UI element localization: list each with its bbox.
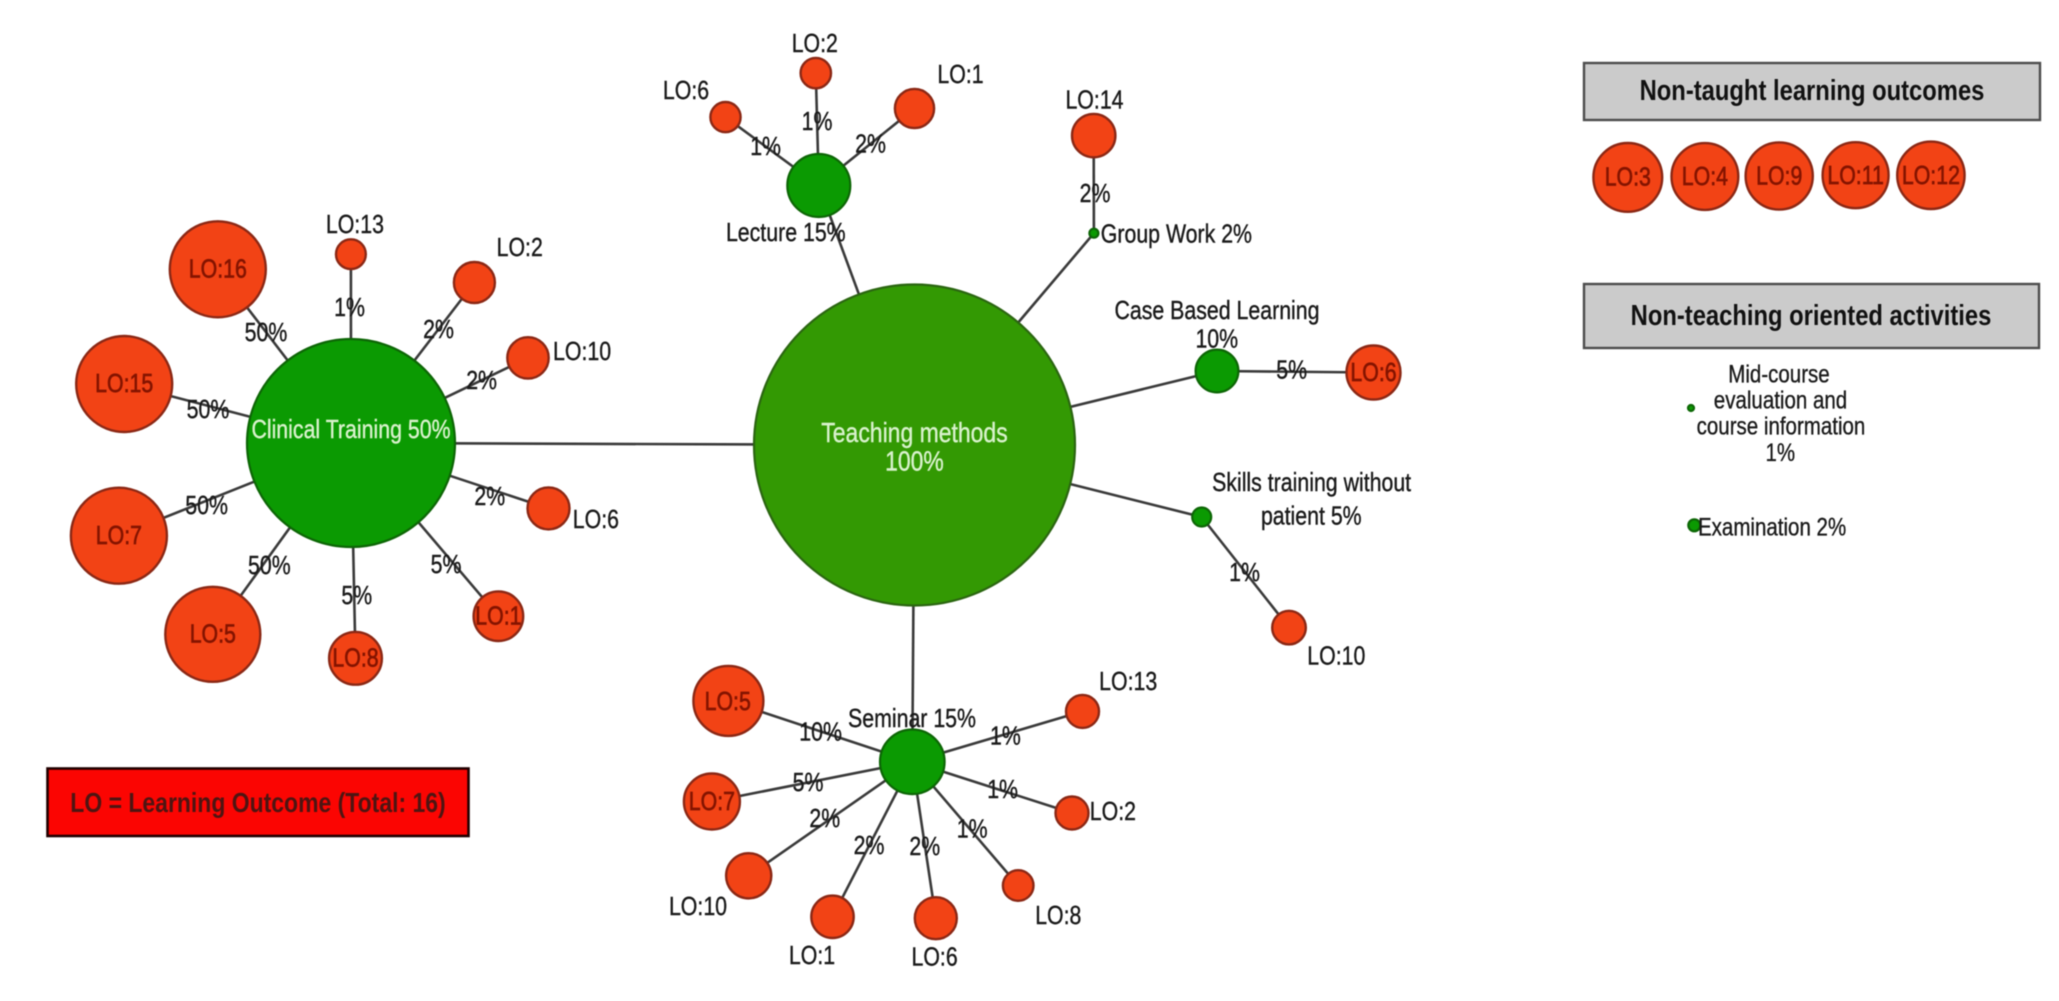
svg-text:Lecture 15%: Lecture 15% xyxy=(726,217,846,247)
svg-text:LO:9: LO:9 xyxy=(1756,161,1802,191)
svg-text:1%: 1% xyxy=(1766,439,1796,467)
svg-text:1%: 1% xyxy=(957,814,988,844)
svg-text:2%: 2% xyxy=(854,830,885,860)
svg-text:LO:13: LO:13 xyxy=(1099,666,1157,696)
svg-text:5%: 5% xyxy=(1276,355,1307,385)
svg-text:2%: 2% xyxy=(466,365,497,395)
svg-text:LO:14: LO:14 xyxy=(1065,85,1123,115)
svg-text:LO:1: LO:1 xyxy=(937,59,983,89)
svg-text:1%: 1% xyxy=(990,721,1021,751)
svg-text:LO:6: LO:6 xyxy=(1350,357,1396,387)
svg-text:Case Based Learning: Case Based Learning xyxy=(1115,295,1320,325)
svg-text:10%: 10% xyxy=(1195,324,1238,354)
svg-text:LO:5: LO:5 xyxy=(705,686,751,716)
svg-text:course information: course information xyxy=(1697,413,1866,441)
svg-text:LO = Learning Outcome (Total:: LO = Learning Outcome (Total: 16) xyxy=(70,787,445,818)
svg-text:LO:15: LO:15 xyxy=(95,368,153,398)
svg-text:1%: 1% xyxy=(334,292,365,322)
svg-text:2%: 2% xyxy=(423,314,454,344)
svg-text:2%: 2% xyxy=(909,831,940,861)
svg-text:5%: 5% xyxy=(793,767,824,797)
svg-text:LO:7: LO:7 xyxy=(96,520,142,550)
svg-text:Non-taught learning outcomes: Non-taught learning outcomes xyxy=(1640,75,1985,107)
svg-text:LO:2: LO:2 xyxy=(1090,796,1136,826)
svg-text:patient 5%: patient 5% xyxy=(1261,501,1362,531)
svg-text:10%: 10% xyxy=(799,717,842,747)
svg-text:LO:8: LO:8 xyxy=(1035,900,1081,930)
svg-text:5%: 5% xyxy=(341,580,372,610)
svg-text:LO:2: LO:2 xyxy=(497,232,543,262)
svg-text:5%: 5% xyxy=(431,549,462,579)
svg-text:2%: 2% xyxy=(474,481,505,511)
svg-text:50%: 50% xyxy=(185,490,228,520)
svg-text:evaluation and: evaluation and xyxy=(1714,387,1847,415)
svg-text:Seminar 15%: Seminar 15% xyxy=(848,703,976,733)
svg-text:Non-teaching oriented activiti: Non-teaching oriented activities xyxy=(1631,300,1992,332)
svg-text:LO:7: LO:7 xyxy=(689,786,735,816)
svg-text:LO:3: LO:3 xyxy=(1605,162,1651,192)
svg-text:1%: 1% xyxy=(1229,557,1260,587)
svg-text:50%: 50% xyxy=(245,317,288,347)
svg-text:LO:6: LO:6 xyxy=(663,75,709,105)
svg-text:2%: 2% xyxy=(809,803,840,833)
svg-text:LO:1: LO:1 xyxy=(475,601,521,631)
svg-text:Clinical Training 50%: Clinical Training 50% xyxy=(251,414,450,444)
svg-text:LO:5: LO:5 xyxy=(190,619,236,649)
svg-text:1%: 1% xyxy=(802,106,833,136)
svg-text:Examination 2%: Examination 2% xyxy=(1698,514,1846,542)
svg-text:LO:6: LO:6 xyxy=(573,504,619,534)
svg-text:LO:4: LO:4 xyxy=(1682,161,1728,191)
svg-text:LO:6: LO:6 xyxy=(912,942,958,972)
svg-text:LO:8: LO:8 xyxy=(332,643,378,673)
svg-text:Teaching methods: Teaching methods xyxy=(821,417,1007,448)
svg-text:LO:10: LO:10 xyxy=(1307,641,1365,671)
svg-text:LO:11: LO:11 xyxy=(1827,160,1884,190)
svg-text:100%: 100% xyxy=(885,446,944,477)
svg-text:1%: 1% xyxy=(750,131,781,161)
svg-text:1%: 1% xyxy=(987,774,1018,804)
svg-text:2%: 2% xyxy=(855,129,886,159)
svg-text:LO:16: LO:16 xyxy=(189,254,247,284)
svg-text:Group Work 2%: Group Work 2% xyxy=(1101,219,1252,249)
svg-text:LO:10: LO:10 xyxy=(669,891,727,921)
svg-text:LO:10: LO:10 xyxy=(553,336,611,366)
svg-text:LO:12: LO:12 xyxy=(1902,160,1960,190)
svg-text:LO:2: LO:2 xyxy=(792,28,838,58)
svg-text:Skills training without: Skills training without xyxy=(1212,467,1412,497)
svg-text:2%: 2% xyxy=(1080,178,1111,208)
svg-text:50%: 50% xyxy=(187,394,230,424)
svg-text:50%: 50% xyxy=(248,550,291,580)
svg-text:LO:1: LO:1 xyxy=(789,940,835,970)
svg-text:LO:13: LO:13 xyxy=(326,209,384,239)
svg-text:Mid-course: Mid-course xyxy=(1728,361,1829,389)
